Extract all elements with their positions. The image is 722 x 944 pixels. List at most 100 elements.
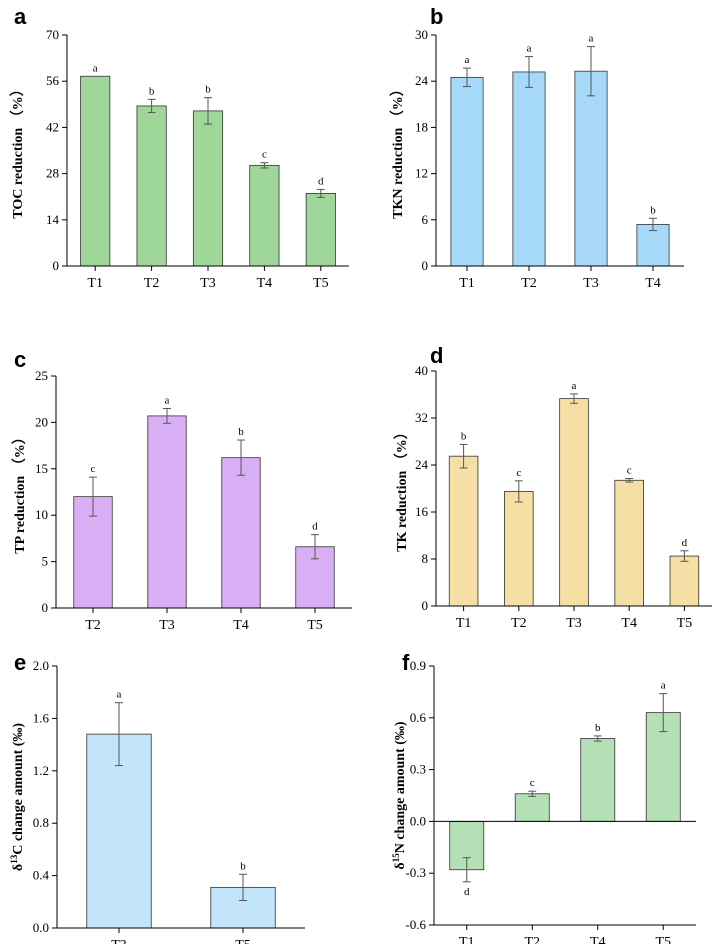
- y-tick-label: 1.2: [33, 763, 49, 778]
- bar-T2: [514, 793, 550, 822]
- x-tick-label: T3: [583, 276, 599, 291]
- x-tick-label: T3: [159, 618, 175, 633]
- bar-T2: [136, 105, 167, 267]
- y-tick-label: -0.3: [405, 865, 426, 880]
- y-axis-title: TK reduction （%）: [394, 425, 410, 552]
- significance-letter: b: [240, 860, 246, 872]
- significance-letter: a: [93, 62, 98, 74]
- panel-letter-e: e: [14, 650, 26, 675]
- panel-letter-d: d: [430, 343, 443, 368]
- x-tick-label: T4: [621, 616, 637, 631]
- y-tick-label: 16: [415, 504, 429, 519]
- x-tick-label: T1: [87, 276, 103, 291]
- x-tick-label: T1: [459, 276, 475, 291]
- significance-letter: c: [530, 777, 535, 789]
- x-tick-label: T2: [511, 616, 527, 631]
- significance-letter: a: [527, 43, 532, 55]
- y-tick-label: 30: [415, 27, 428, 42]
- bar-T4: [221, 457, 261, 609]
- bar-T3: [559, 398, 589, 607]
- y-tick-label: 0: [42, 600, 49, 615]
- panel-letter-f: f: [402, 650, 410, 675]
- x-tick-label: T3: [111, 938, 127, 944]
- panel-letter-a: a: [14, 4, 27, 29]
- y-axis-title: TKN reduction （%）: [390, 82, 406, 219]
- significance-letter: b: [205, 84, 211, 96]
- x-tick-label: T4: [590, 935, 606, 944]
- significance-letter: a: [165, 394, 170, 406]
- y-tick-label: 56: [46, 73, 60, 88]
- significance-letter: a: [117, 689, 122, 701]
- bar-T4: [580, 738, 616, 822]
- x-tick-label: T4: [257, 276, 273, 291]
- y-tick-label: 2.0: [33, 658, 49, 673]
- significance-letter: d: [318, 175, 324, 187]
- x-tick-label: T4: [645, 276, 661, 291]
- x-tick-label: T2: [85, 618, 101, 633]
- panel-f: f δ15N change amount (‰) -0.6 -0.3 0.0 0.3 0.6…: [391, 650, 696, 944]
- significance-letter: a: [572, 380, 577, 392]
- x-tick-label: T5: [313, 276, 329, 291]
- significance-letter: a: [589, 33, 594, 45]
- x-tick-label: T2: [144, 276, 160, 291]
- y-tick-label: 8: [422, 551, 429, 566]
- x-tick-label: T5: [235, 938, 251, 944]
- y-tick-label: 0.0: [33, 920, 49, 935]
- x-tick-label: T3: [566, 616, 582, 631]
- y-axis-title: δ15N change amount (‰): [391, 721, 408, 869]
- y-tick-label: 0: [422, 598, 429, 613]
- panel-letter-b: b: [430, 4, 443, 29]
- significance-letter: b: [650, 204, 656, 216]
- significance-letter: c: [627, 465, 632, 477]
- x-tick-label: T2: [524, 935, 540, 944]
- significance-letter: a: [465, 54, 470, 66]
- y-tick-label: 1.6: [33, 710, 50, 725]
- significance-letter: b: [238, 426, 244, 438]
- y-tick-label: 0: [53, 258, 60, 273]
- y-axis-title: δ13C change amount (‰): [9, 723, 26, 871]
- bar-T1: [80, 75, 111, 267]
- significance-letter: b: [461, 430, 467, 442]
- panel-letter-c: c: [14, 347, 26, 372]
- y-tick-label: 42: [46, 119, 59, 134]
- y-tick-label: 24: [415, 457, 429, 472]
- significance-letter: a: [661, 680, 666, 692]
- y-tick-label: 70: [46, 27, 59, 42]
- bar-T3: [86, 733, 152, 929]
- significance-letter: c: [516, 467, 521, 479]
- y-tick-label: 18: [415, 119, 428, 134]
- bar-T2: [504, 491, 534, 607]
- x-tick-label: T5: [307, 618, 323, 633]
- y-tick-label: 0.0: [410, 813, 426, 828]
- bar-T3: [147, 415, 187, 609]
- y-tick-label: 20: [35, 414, 48, 429]
- y-tick-label: -0.6: [405, 917, 426, 932]
- x-tick-label: T2: [521, 276, 537, 291]
- x-tick-label: T5: [655, 935, 671, 944]
- x-tick-label: T3: [200, 276, 216, 291]
- x-tick-label: T1: [459, 935, 475, 944]
- panel-e: e δ13C change amount (‰) 0.0 0.4 0.8 1.2 1.6 2.…: [9, 650, 305, 944]
- y-tick-label: 0.6: [410, 710, 427, 725]
- y-tick-label: 0.9: [410, 658, 426, 673]
- bar-T4: [249, 164, 280, 267]
- significance-letter: b: [149, 85, 155, 97]
- significance-letter: b: [595, 722, 601, 734]
- y-axis-title: TOC reduction （%）: [10, 82, 26, 218]
- bar-T2: [512, 71, 546, 267]
- y-tick-label: 12: [415, 166, 428, 181]
- y-tick-label: 0.3: [410, 762, 426, 777]
- bar-T4: [614, 479, 644, 607]
- y-tick-label: 0: [422, 258, 429, 273]
- y-tick-label: 6: [422, 212, 429, 227]
- bar-T3: [192, 110, 224, 267]
- panel-b: b TKN reduction （%） 0 6 12 18 24 30 a T1 a T2 a T3 b T4: [390, 4, 684, 291]
- y-axis-title: TP reduction （%）: [12, 430, 28, 553]
- y-tick-label: 28: [46, 166, 59, 181]
- y-tick-label: 0.8: [33, 815, 49, 830]
- significance-letter: d: [464, 886, 470, 898]
- x-tick-label: T5: [677, 616, 693, 631]
- significance-letter: c: [91, 463, 96, 475]
- panel-a: a TOC reduction （%） 0 14 28 42 56 70 a T1 b T2 b T3 c T…: [10, 4, 349, 291]
